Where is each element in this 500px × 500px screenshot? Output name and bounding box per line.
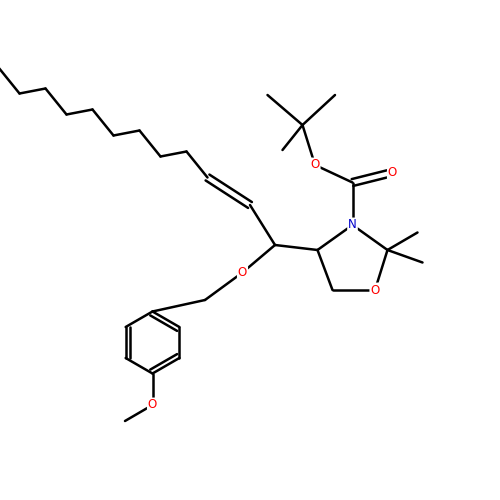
Text: O: O xyxy=(370,284,380,296)
Text: O: O xyxy=(148,398,157,411)
Text: O: O xyxy=(388,166,397,179)
Text: N: N xyxy=(348,218,357,232)
Text: O: O xyxy=(310,158,320,172)
Text: O: O xyxy=(238,266,247,279)
